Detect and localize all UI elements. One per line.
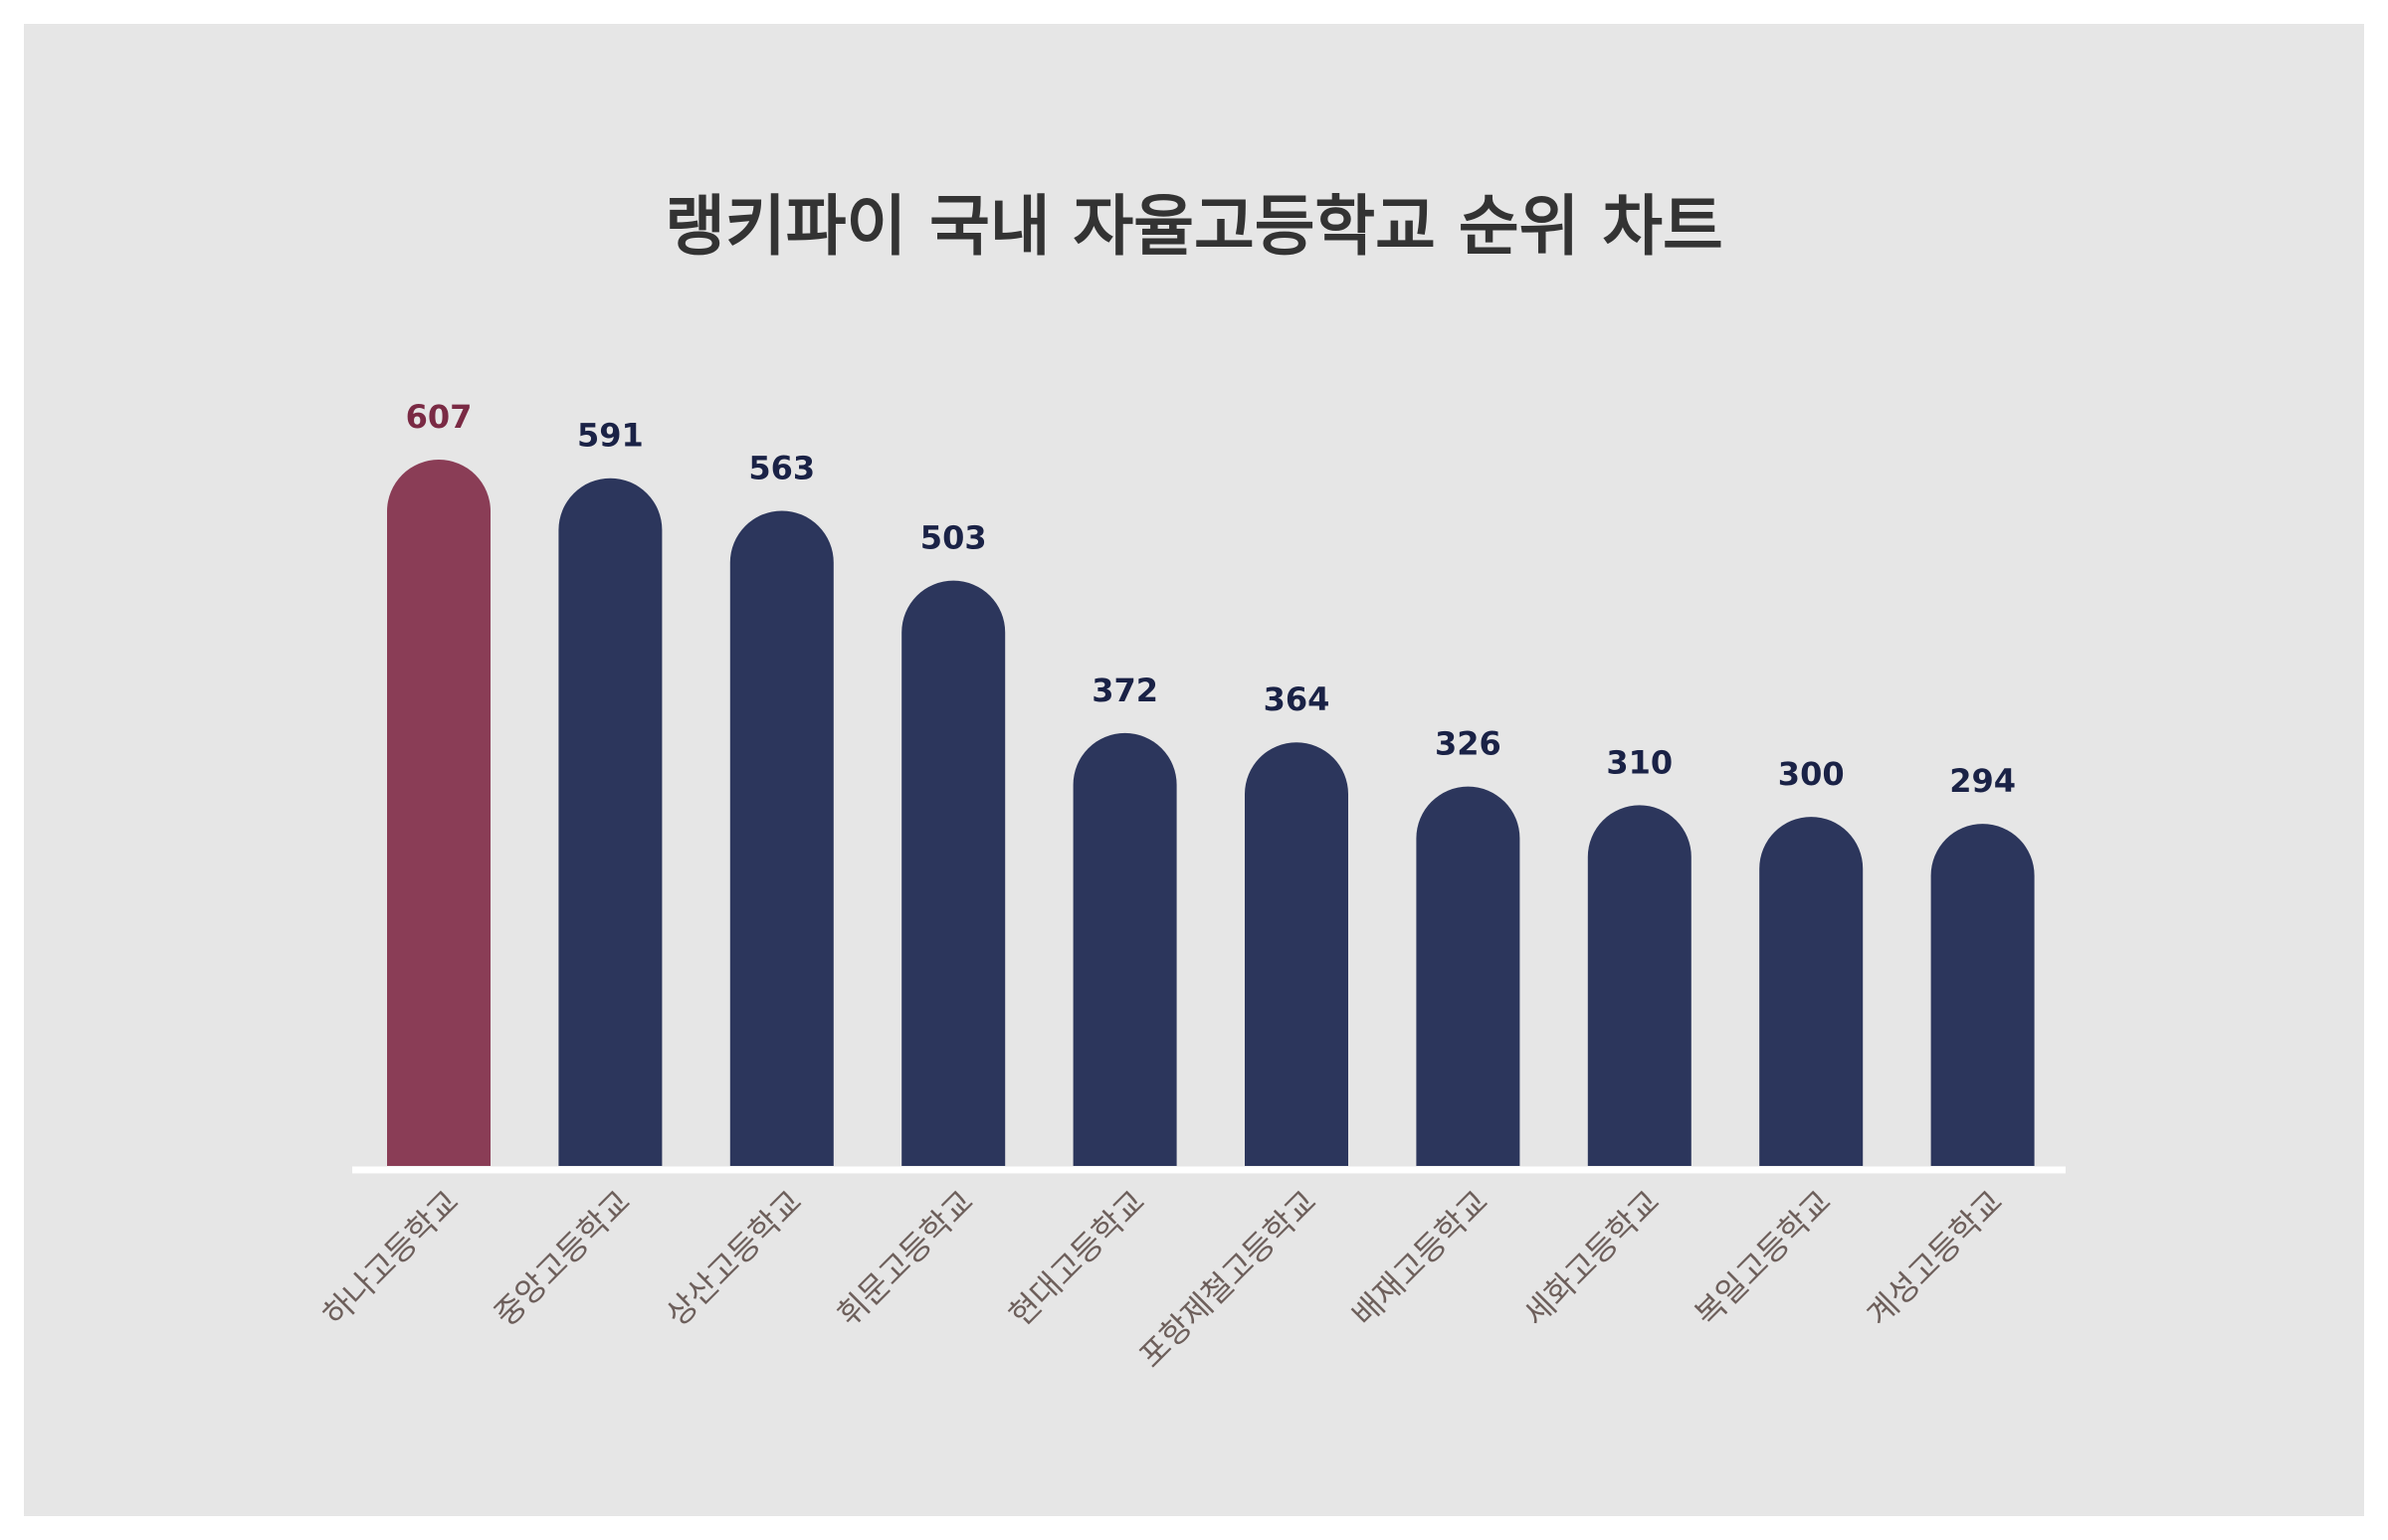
x-tick-label: 상산고등학교 — [659, 1183, 810, 1334]
x-tick-label: 포항제철고등학교 — [1131, 1183, 1323, 1375]
bar — [558, 478, 663, 1167]
x-tick-label: 배재고등학교 — [1344, 1183, 1495, 1334]
x-tick-label: 휘문고등학교 — [830, 1183, 981, 1334]
data-label: 326 — [1435, 725, 1501, 763]
data-label: 563 — [748, 449, 815, 486]
chart-panel: 랭키파이 국내 자율고등학교 순위 차트 607 하나고등학교 591 중앙고등학교 5… — [24, 24, 2364, 1516]
data-label: 591 — [577, 417, 644, 455]
chart-title: 랭키파이 국내 자율고등학교 순위 차트 — [665, 188, 1723, 265]
data-label: 310 — [1606, 743, 1673, 781]
bar — [1930, 824, 2035, 1166]
x-tick-label: 하나고등학교 — [315, 1183, 467, 1334]
x-tick-label: 세화고등학교 — [1516, 1183, 1668, 1334]
data-label: 503 — [920, 519, 987, 557]
bar — [729, 510, 834, 1166]
bar — [1759, 817, 1864, 1166]
bar-chart: 607 하나고등학교 591 중앙고등학교 563 상산고등학교 503 휘문고등학교 372 현… — [315, 398, 2066, 1375]
bar — [387, 460, 491, 1166]
x-tick-label: 중앙고등학교 — [487, 1183, 638, 1334]
x-tick-label: 현대고등학교 — [1001, 1183, 1152, 1334]
x-tick-label: 복일고등학교 — [1688, 1183, 1839, 1334]
bar — [901, 580, 1006, 1166]
bar — [1416, 786, 1520, 1166]
bar — [1245, 742, 1348, 1166]
bar — [1073, 732, 1177, 1166]
data-label: 607 — [406, 398, 473, 436]
data-label: 364 — [1264, 680, 1330, 718]
bar — [1587, 805, 1692, 1166]
data-label: 294 — [1949, 762, 2016, 800]
x-tick-label: 계성고등학교 — [1859, 1183, 2010, 1334]
data-label: 300 — [1778, 755, 1845, 793]
data-label: 372 — [1092, 672, 1158, 709]
